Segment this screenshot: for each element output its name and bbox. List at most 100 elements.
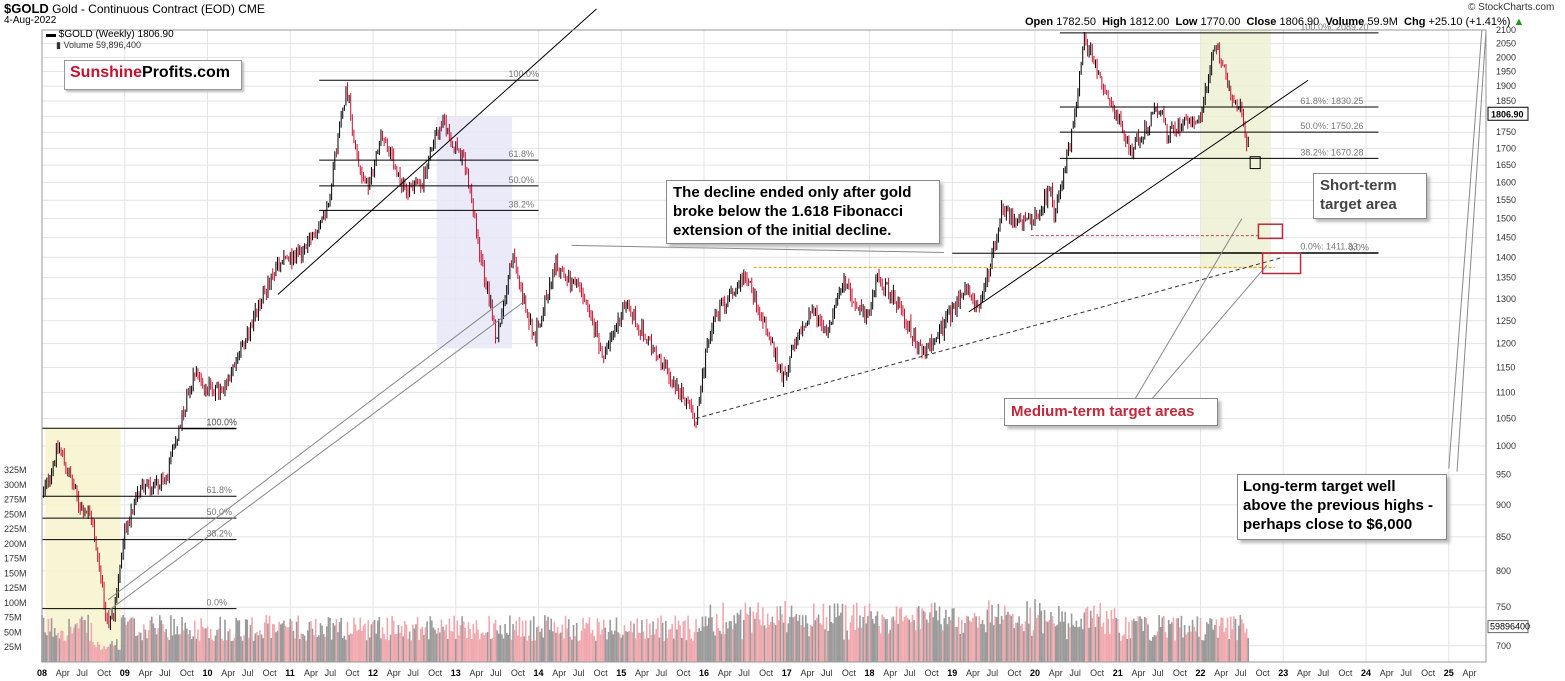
volume-bar [682, 621, 685, 662]
highlight-zone [436, 116, 513, 349]
volume-bar [1032, 630, 1035, 662]
month-tick-label: Oct [428, 668, 443, 678]
volume-bar [1121, 635, 1124, 662]
medium-term-target-box-1 [1257, 223, 1284, 240]
volume-bar [722, 602, 724, 662]
volume-bar [596, 618, 599, 662]
volume-bar [1051, 616, 1054, 662]
volume-bar [1050, 612, 1052, 662]
volume-bar [897, 623, 899, 662]
volume-bar [1094, 626, 1097, 662]
volume-bar [179, 633, 182, 662]
volume-bar [1078, 626, 1081, 662]
volume-bar [389, 634, 392, 662]
volume-bar [163, 631, 166, 662]
volume-bar [1064, 611, 1067, 662]
month-tick-label: Oct [676, 668, 691, 678]
volume-bar [943, 618, 946, 662]
volume-tick-label: 175M [4, 554, 27, 564]
volume-bar [345, 639, 347, 662]
volume-bar [895, 606, 898, 662]
volume-bar [251, 617, 253, 662]
volume-bar [208, 638, 210, 662]
year-tick-label: 12 [368, 668, 378, 678]
price-tick-label: 950 [1496, 470, 1511, 480]
volume-bar [526, 640, 529, 662]
volume-bar [598, 621, 600, 662]
volume-bar [504, 623, 506, 662]
volume-bar [781, 614, 783, 662]
trend-line [1133, 218, 1243, 401]
volume-bar [104, 649, 107, 662]
volume-bar [749, 607, 751, 662]
volume-bar [327, 616, 330, 662]
volume-bar [431, 620, 433, 662]
volume-bar [1220, 617, 1222, 662]
volume-bar [972, 617, 974, 662]
volume-bar [870, 611, 872, 662]
volume-bar [953, 608, 955, 662]
volume-bar [1191, 619, 1194, 662]
volume-bar [1228, 639, 1230, 662]
last-price-box [1487, 106, 1529, 121]
volume-bar [1066, 639, 1068, 662]
volume-bar [688, 628, 691, 662]
volume-bar [96, 641, 99, 662]
volume-bar [292, 631, 295, 662]
volume-bar [644, 638, 646, 662]
volume-bar [754, 618, 756, 662]
volume-bar [679, 625, 681, 662]
month-tick-label: Oct [594, 668, 609, 678]
volume-bar [1137, 616, 1140, 662]
volume-bar [93, 644, 96, 662]
volume-bar [954, 627, 957, 662]
volume-bar [841, 603, 844, 662]
volume-bar [975, 616, 977, 662]
volume-bar [1221, 617, 1224, 662]
volume-bar [160, 620, 163, 662]
volume-bar [394, 634, 397, 662]
volume-bar [1021, 623, 1024, 662]
volume-bar [1188, 625, 1191, 662]
volume-bar [1245, 628, 1248, 662]
volume-bar [76, 623, 78, 662]
long-term-callout-box [1237, 474, 1447, 540]
volume-bar [1073, 626, 1076, 662]
volume-bar [653, 634, 656, 662]
volume-bar [115, 639, 118, 662]
volume-bar [528, 635, 530, 662]
volume-bar [1214, 624, 1216, 662]
volume-bar [1031, 635, 1033, 662]
volume-bar [911, 614, 914, 662]
volume-bar [446, 638, 449, 662]
volume-bar [419, 628, 422, 662]
volume-bar [120, 617, 123, 662]
month-tick-label: Oct [97, 668, 112, 678]
volume-bar [1163, 616, 1165, 662]
volume-bar [462, 621, 465, 662]
volume-bar [1045, 621, 1047, 662]
volume-bar [103, 645, 105, 662]
volume-bar [553, 621, 556, 662]
volume-bar [205, 628, 207, 662]
month-tick-label: Oct [759, 668, 774, 678]
volume-bar [370, 624, 373, 662]
volume-bar [1177, 617, 1180, 662]
volume-bar [1024, 621, 1027, 662]
volume-bar [489, 639, 492, 662]
volume-bar [267, 623, 269, 662]
month-tick-label: Oct [263, 668, 278, 678]
volume-bar [127, 621, 129, 662]
volume-bar [1229, 616, 1232, 662]
volume-bar [1204, 634, 1207, 662]
volume-bar [793, 616, 796, 662]
volume-bar [149, 620, 152, 662]
volume-bar [558, 633, 560, 662]
volume-bar [90, 623, 93, 662]
open-label: Open [1025, 16, 1054, 28]
volume-bars [41, 599, 1250, 662]
month-tick-label: Apr [718, 668, 732, 678]
volume-bar [166, 637, 169, 662]
volume-bar [773, 622, 775, 662]
month-tick-label: Jul [325, 668, 337, 678]
